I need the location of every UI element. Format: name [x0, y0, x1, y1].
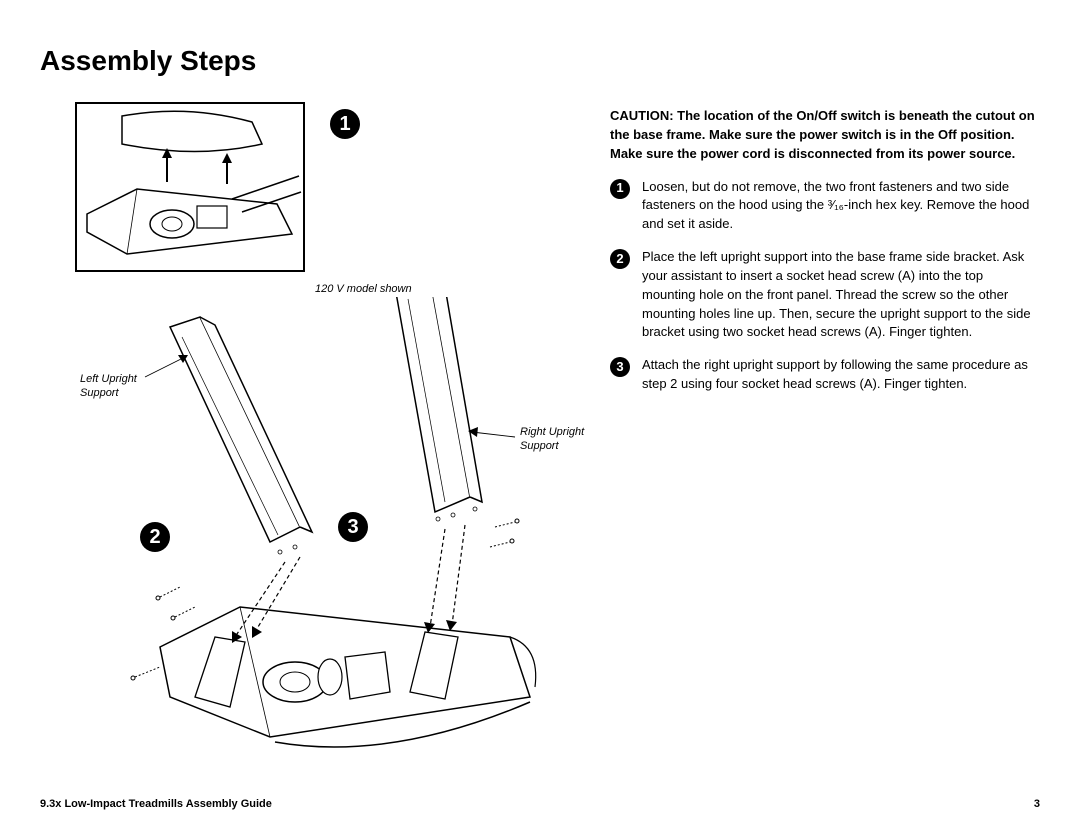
footer-title: 9.3x Low-Impact Treadmills Assembly Guid… [40, 798, 272, 810]
step-badge-3: 3 [610, 357, 630, 377]
step-text-3: Attach the right upright support by foll… [642, 356, 1040, 394]
step-row-3: 3 Attach the right upright support by fo… [610, 356, 1040, 394]
step-badge-1: 1 [610, 179, 630, 199]
content-area: 1 120 V model shown [40, 97, 1040, 757]
instructions-column: CAUTION: The location of the On/Off swit… [610, 97, 1040, 757]
step-text-2: Place the left upright support into the … [642, 248, 1040, 342]
hood-diagram-svg [77, 104, 303, 270]
diagram-column: 1 120 V model shown [40, 97, 580, 757]
upright-diagram-svg [40, 297, 580, 757]
diagram-callout-1: 1 [330, 109, 360, 139]
label-left-upright: Left Upright Support [80, 372, 150, 401]
diagram-callout-2: 2 [140, 522, 170, 552]
label-right-upright: Right Upright Support [520, 425, 600, 454]
step-text-1: Loosen, but do not remove, the two front… [642, 178, 1040, 235]
model-caption: 120 V model shown [315, 282, 412, 296]
caution-text: CAUTION: The location of the On/Off swit… [610, 107, 1040, 164]
page-number: 3 [1034, 798, 1040, 810]
diagram-inset-box [75, 102, 305, 272]
diagram-callout-3: 3 [338, 512, 368, 542]
step-row-2: 2 Place the left upright support into th… [610, 248, 1040, 342]
page-title: Assembly Steps [40, 45, 1040, 77]
step-row-1: 1 Loosen, but do not remove, the two fro… [610, 178, 1040, 235]
step-badge-2: 2 [610, 249, 630, 269]
page-footer: 9.3x Low-Impact Treadmills Assembly Guid… [40, 798, 1040, 810]
